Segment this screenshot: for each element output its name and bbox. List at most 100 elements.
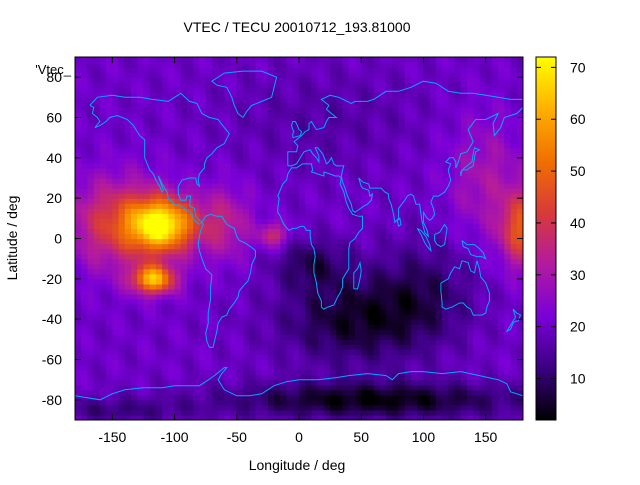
heatmap-cell [516,152,523,159]
heatmap-cell [479,162,487,169]
heatmap-cell [305,223,313,230]
heatmap-cell [373,213,381,219]
heatmap-cell [162,253,169,260]
heatmap-cell [367,127,375,134]
heatmap-cell [448,278,456,285]
heatmap-cell [305,299,313,305]
heatmap-cell [243,329,250,335]
heatmap-cell [193,67,201,73]
heatmap-cell [392,309,400,315]
heatmap-cell [516,283,523,290]
heatmap-cell [149,238,157,245]
heatmap-cell [467,122,474,129]
heatmap-cell [355,399,362,406]
heatmap-cell [292,273,300,280]
heatmap-cell [479,253,487,260]
heatmap-cell [504,359,512,366]
heatmap-cell [255,384,263,391]
heatmap-cell [261,273,269,280]
heatmap-cell [193,273,201,280]
heatmap-cell [491,273,499,280]
heatmap-cell [361,273,369,280]
heatmap-cell [342,117,350,124]
heatmap-cell [454,152,462,159]
heatmap-cell [448,389,456,396]
heatmap-cell [323,147,331,154]
heatmap-cell [442,273,449,280]
heatmap-cell [404,414,412,420]
heatmap-cell [460,188,468,194]
heatmap-cell [367,107,375,114]
heatmap-cell [187,283,194,290]
heatmap-cell [180,87,188,93]
heatmap-cell [131,389,138,396]
heatmap-cell [305,404,313,411]
heatmap-cell [379,359,387,366]
heatmap-cell [311,339,319,345]
heatmap-cell [224,92,232,98]
heatmap-cell [131,97,138,103]
heatmap-cell [211,389,219,396]
heatmap-cell [311,354,319,361]
heatmap-cell [274,374,281,381]
heatmap-cell [267,208,275,214]
heatmap-cell [261,283,269,290]
heatmap-cell [243,137,250,144]
heatmap-cell [243,213,250,219]
heatmap-cell [180,162,188,169]
heatmap-cell [267,314,275,320]
heatmap-cell [292,228,300,235]
heatmap-cell [131,339,138,345]
heatmap-cell [118,243,126,250]
heatmap-cell [255,213,263,219]
heatmap-cell [417,223,425,230]
heatmap-cell [504,172,512,179]
heatmap-cell [255,293,263,300]
heatmap-cell [510,157,518,164]
heatmap-cell [504,344,512,351]
heatmap-cell [504,364,512,371]
heatmap-cell [99,167,107,174]
heatmap-cell [330,77,337,83]
heatmap-cell [224,208,232,214]
heatmap-cell [211,178,219,184]
heatmap-cell [106,268,113,275]
heatmap-cell [230,278,238,285]
heatmap-cell [243,127,250,134]
heatmap-cell [504,379,512,386]
heatmap-cell [124,374,132,381]
heatmap-cell [255,238,263,245]
heatmap-cell [81,142,89,149]
heatmap-cell [330,142,337,149]
heatmap-cell [323,188,331,194]
heatmap-cell [435,167,443,174]
heatmap-cell [467,268,474,275]
heatmap-cell [255,137,263,144]
heatmap-cell [460,82,468,88]
heatmap-cell [162,67,169,73]
heatmap-cell [510,193,518,199]
heatmap-cell [224,117,232,124]
heatmap-cell [180,324,188,330]
heatmap-cell [187,349,194,356]
heatmap-cell [162,404,169,411]
heatmap-cell [149,183,157,189]
heatmap-cell [187,218,194,224]
heatmap-cell [348,152,356,159]
heatmap-cell [448,117,456,124]
heatmap-cell [305,117,313,124]
heatmap-cell [411,117,418,124]
heatmap-cell [317,178,325,184]
heatmap-cell [336,203,344,209]
heatmap-cell [423,72,431,78]
heatmap-cell [292,132,300,139]
heatmap-cell [442,152,449,159]
heatmap-cell [336,263,344,270]
heatmap-cell [243,67,250,73]
heatmap-cell [124,157,132,164]
heatmap-cell [361,218,369,224]
heatmap-cell [460,122,468,129]
heatmap-cell [255,248,263,255]
heatmap-cell [491,218,499,224]
heatmap-cell [87,369,95,376]
